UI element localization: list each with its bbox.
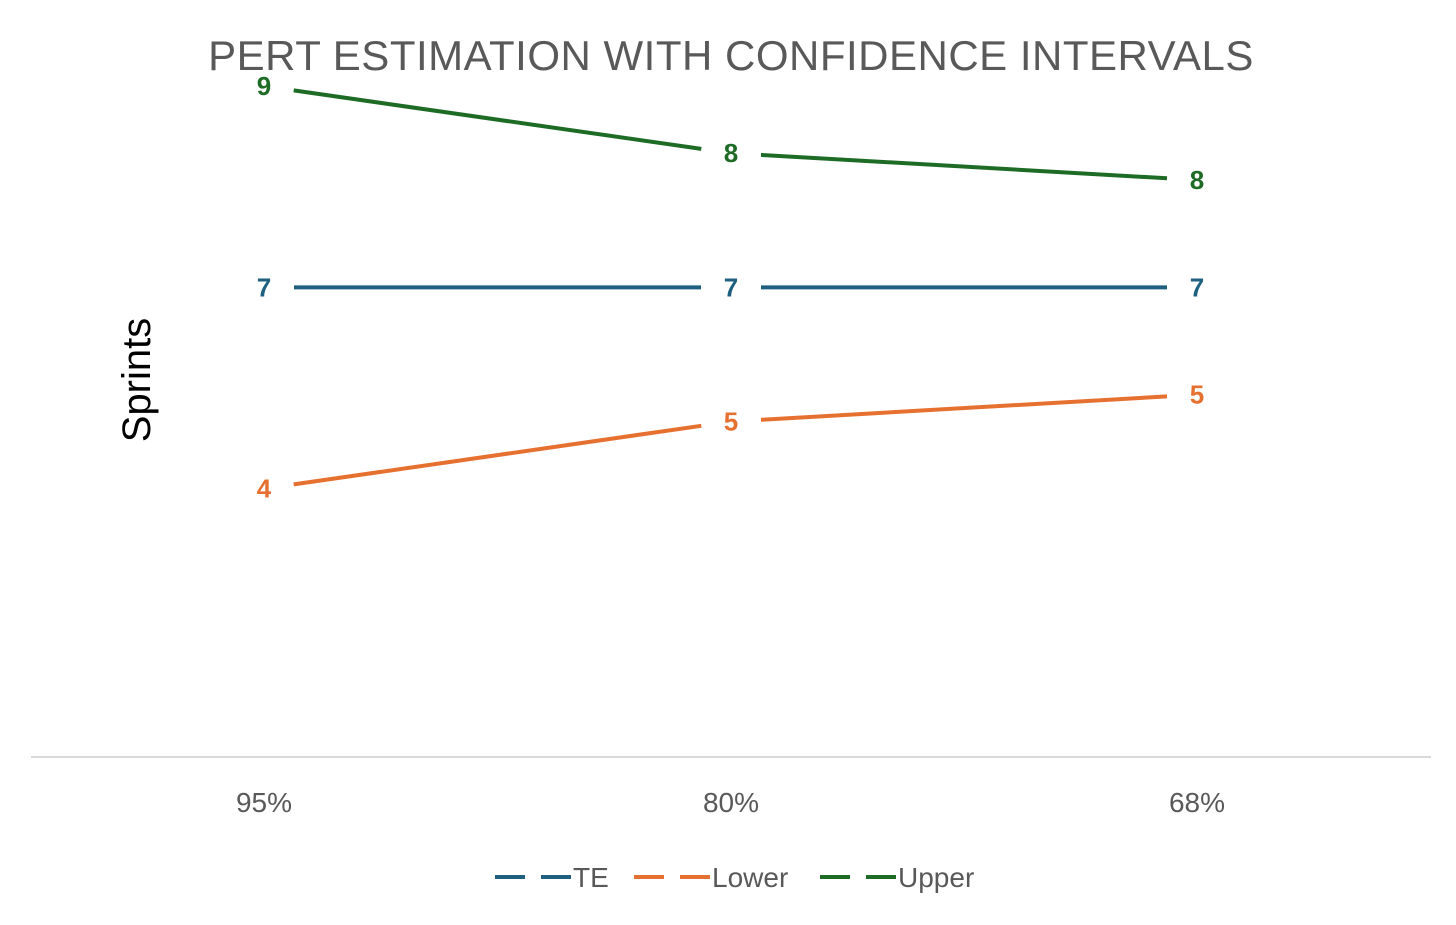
data-label-te: 7 [1190, 272, 1204, 302]
x-tick-label: 80% [703, 787, 759, 818]
series-layer [293, 88, 1168, 487]
x-tick-layer: 95% 80% 68% [236, 787, 1225, 818]
legend-item-lower: Lower [634, 862, 788, 893]
data-label-layer: 7 7 7 4 5 5 9 8 8 [257, 71, 1204, 504]
series-line-lower-segment [293, 423, 702, 487]
data-label-lower: 5 [724, 407, 738, 437]
chart-title: PERT ESTIMATION WITH CONFIDENCE INTERVAL… [208, 32, 1254, 79]
legend: TE Lower Upper [495, 862, 974, 893]
series-line-upper-segment [293, 88, 702, 151]
data-label-upper: 9 [257, 71, 271, 101]
series-line-lower-segment [760, 394, 1168, 422]
legend-item-te: TE [495, 862, 609, 893]
legend-item-upper: Upper [820, 862, 974, 893]
x-tick-label: 95% [236, 787, 292, 818]
y-axis-label: Sprints [115, 318, 159, 443]
legend-label-te: TE [573, 862, 609, 893]
x-tick-label: 68% [1169, 787, 1225, 818]
data-label-lower: 4 [257, 474, 272, 504]
legend-label-upper: Upper [898, 862, 974, 893]
data-label-upper: 8 [1190, 165, 1204, 195]
series-line-upper-segment [760, 152, 1168, 181]
data-label-te: 7 [724, 272, 738, 302]
data-label-upper: 8 [724, 138, 738, 168]
data-label-te: 7 [257, 272, 271, 302]
legend-label-lower: Lower [712, 862, 788, 893]
data-label-lower: 5 [1190, 380, 1204, 410]
